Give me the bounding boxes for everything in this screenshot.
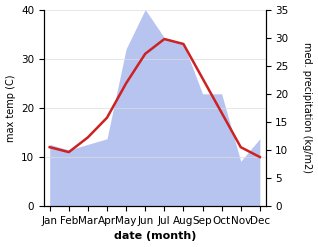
Y-axis label: med. precipitation (kg/m2): med. precipitation (kg/m2) [302,42,313,173]
X-axis label: date (month): date (month) [114,231,196,242]
Y-axis label: max temp (C): max temp (C) [5,74,16,142]
